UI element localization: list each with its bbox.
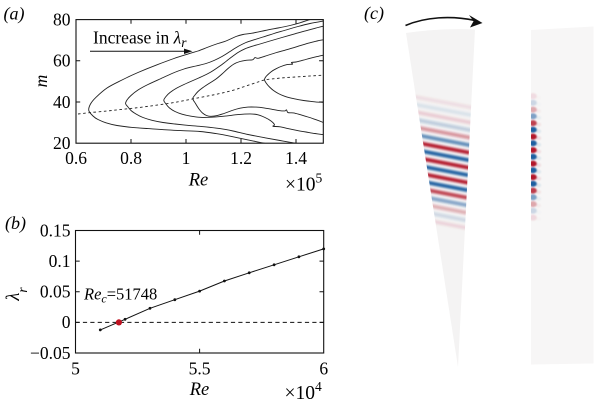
svg-text:×105: ×105	[285, 171, 323, 196]
svg-text:0.1: 0.1	[49, 251, 71, 271]
svg-text:1: 1	[182, 148, 191, 168]
svg-text:(c): (c)	[364, 3, 384, 24]
svg-text:0: 0	[62, 312, 71, 332]
svg-text:−0.05: −0.05	[30, 343, 71, 363]
svg-text:(b): (b)	[5, 213, 26, 234]
svg-text:Re: Re	[188, 171, 209, 191]
svg-text:(a): (a)	[4, 4, 25, 25]
svg-text:0.15: 0.15	[40, 220, 71, 240]
svg-text:0.05: 0.05	[40, 282, 71, 302]
svg-text:80: 80	[53, 9, 71, 29]
svg-text:20: 20	[53, 133, 71, 153]
svg-text:×104: ×104	[285, 379, 323, 404]
svg-text:1.2: 1.2	[230, 148, 252, 168]
svg-text:5: 5	[71, 359, 80, 379]
svg-text:1.4: 1.4	[285, 148, 307, 168]
svg-text:0.6: 0.6	[65, 148, 87, 168]
svg-text:Increase in λr: Increase in λr	[93, 28, 187, 51]
svg-text:5.5: 5.5	[189, 359, 211, 379]
svg-text:0.8: 0.8	[120, 148, 142, 168]
svg-text:λr: λr	[4, 287, 30, 302]
svg-text:6: 6	[319, 359, 328, 379]
svg-text:40: 40	[53, 92, 71, 112]
svg-text:60: 60	[53, 51, 71, 71]
svg-text:Re: Re	[189, 380, 210, 400]
svg-text:m: m	[31, 75, 51, 88]
svg-text:Rec=51748: Rec=51748	[83, 285, 157, 306]
